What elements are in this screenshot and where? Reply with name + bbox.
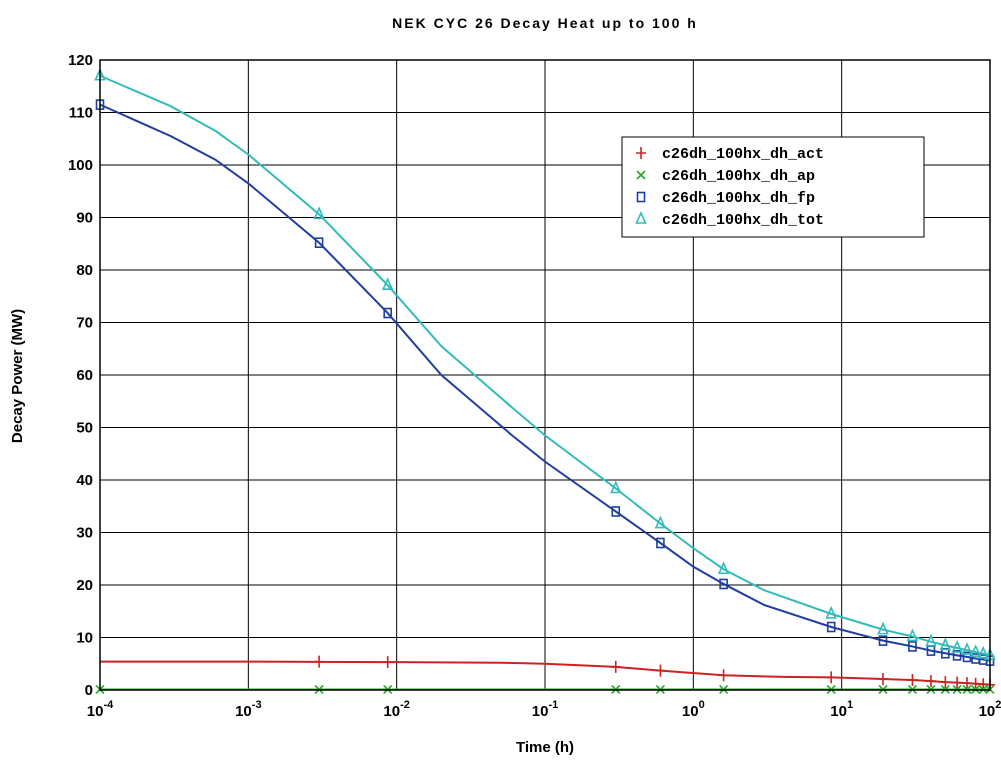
data-point bbox=[952, 676, 963, 689]
data-point bbox=[314, 237, 324, 248]
data-point bbox=[656, 537, 665, 549]
y-tick-label: 30 bbox=[76, 525, 93, 542]
legend-label: c26dh_100hx_dh_fp bbox=[662, 190, 815, 207]
x-tick-label: 101 bbox=[830, 699, 853, 720]
chart-title: NEK CYC 26 Decay Heat up to 100 h bbox=[392, 15, 698, 31]
plot-frame bbox=[99, 59, 991, 691]
y-tick-label: 60 bbox=[76, 367, 93, 384]
data-point bbox=[908, 641, 917, 652]
data-point bbox=[962, 677, 973, 690]
x-tick-labels: 10-4 10-3 10-2 10-1 100 101 102 bbox=[87, 699, 1001, 720]
legend-item: c26dh_100hx_dh_ap bbox=[636, 168, 815, 185]
legend-marker bbox=[636, 147, 646, 159]
x-tick-label: 10-4 bbox=[87, 699, 114, 720]
x-tick-label: 10-3 bbox=[235, 699, 261, 720]
y-tick-label: 0 bbox=[85, 682, 93, 699]
data-point bbox=[825, 605, 837, 619]
data-point bbox=[940, 676, 951, 689]
y-tick-label: 110 bbox=[69, 105, 93, 122]
legend-label: c26dh_100hx_dh_tot bbox=[662, 212, 824, 229]
legend-label: c26dh_100hx_dh_ap bbox=[662, 168, 815, 185]
x-tick-label: 10-2 bbox=[383, 699, 409, 720]
series-3 bbox=[94, 67, 996, 661]
data-point bbox=[878, 635, 888, 646]
data-point bbox=[313, 206, 325, 220]
legend-marker bbox=[636, 170, 646, 180]
y-tick-label: 120 bbox=[68, 52, 93, 69]
data-point bbox=[382, 656, 393, 669]
data-point bbox=[961, 642, 973, 655]
data-point bbox=[826, 621, 836, 633]
x-tick-label: 10-1 bbox=[532, 699, 558, 720]
y-tick-label: 40 bbox=[76, 472, 93, 489]
x-axis-label: Time (h) bbox=[516, 739, 574, 756]
data-point bbox=[952, 650, 962, 661]
y-tick-label: 80 bbox=[76, 262, 93, 279]
data-point bbox=[878, 672, 889, 685]
data-point bbox=[718, 669, 729, 682]
data-point bbox=[610, 660, 621, 673]
x-tick-label: 102 bbox=[979, 699, 1001, 720]
data-point bbox=[877, 621, 889, 635]
legend-item: c26dh_100hx_dh_fp bbox=[636, 190, 815, 207]
series-0 bbox=[100, 655, 995, 691]
data-point bbox=[977, 645, 989, 659]
data-point bbox=[906, 628, 919, 642]
series-layer bbox=[94, 67, 996, 695]
legend-item: c26dh_100hx_dh_act bbox=[636, 146, 824, 163]
data-point bbox=[939, 637, 952, 651]
data-point bbox=[654, 515, 667, 529]
legend: c26dh_100hx_dh_act c26dh_100hx_dh_ap c26dh… bbox=[621, 136, 925, 238]
data-point bbox=[826, 671, 837, 684]
data-point bbox=[717, 561, 730, 575]
data-point bbox=[925, 633, 937, 647]
y-tick-label: 20 bbox=[76, 577, 93, 594]
y-tick-label: 50 bbox=[76, 420, 93, 437]
y-axis-label: Decay Power (MW) bbox=[9, 309, 26, 443]
data-point bbox=[611, 506, 621, 517]
y-tick-label: 70 bbox=[76, 315, 93, 332]
data-point bbox=[719, 578, 728, 590]
data-point bbox=[969, 644, 982, 657]
series-line bbox=[99, 103, 991, 662]
y-tick-labels: 0 10 20 30 40 50 60 70 80 90 100 110 120 bbox=[68, 52, 93, 699]
data-point bbox=[381, 277, 394, 291]
series-line bbox=[99, 74, 991, 657]
y-tick-label: 90 bbox=[76, 210, 93, 227]
data-point bbox=[907, 674, 918, 687]
data-point bbox=[383, 307, 392, 319]
data-point bbox=[925, 675, 936, 688]
legend-item: c26dh_100hx_dh_tot bbox=[635, 211, 824, 229]
y-tick-label: 10 bbox=[76, 630, 93, 647]
x-tick-label: 100 bbox=[682, 699, 705, 720]
data-point bbox=[314, 655, 325, 668]
data-point bbox=[655, 664, 666, 677]
data-point bbox=[610, 480, 622, 494]
data-point bbox=[951, 640, 963, 653]
legend-box bbox=[621, 136, 925, 238]
y-tick-label: 100 bbox=[68, 157, 93, 174]
legend-label: c26dh_100hx_dh_act bbox=[662, 146, 824, 163]
legend-marker bbox=[635, 211, 647, 224]
legend-marker bbox=[636, 191, 646, 203]
